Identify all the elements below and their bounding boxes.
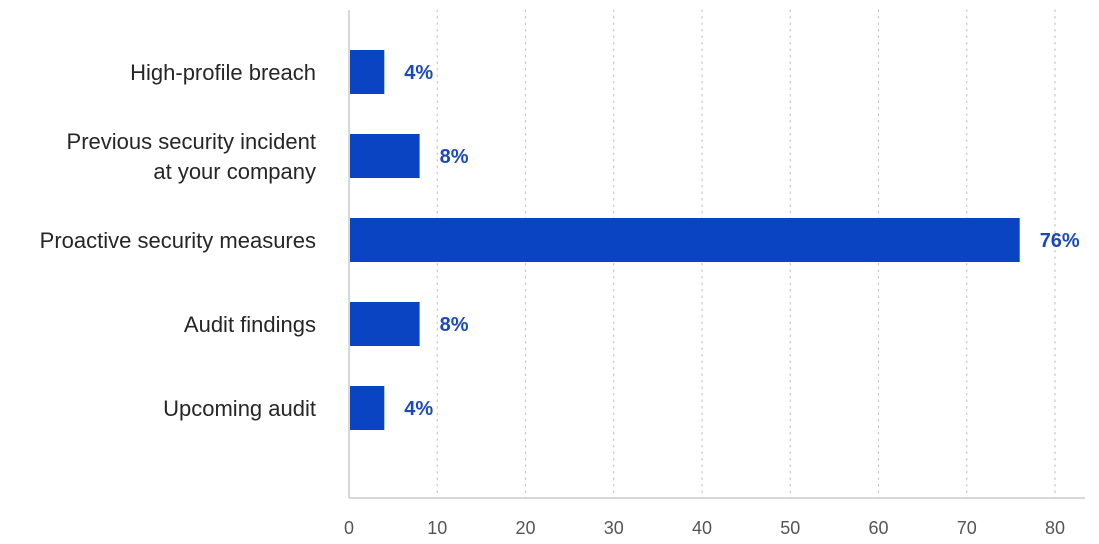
x-tick-label: 20 bbox=[515, 518, 535, 538]
x-tick-label: 40 bbox=[692, 518, 712, 538]
bar-3 bbox=[350, 302, 420, 346]
x-tick-label: 0 bbox=[344, 518, 354, 538]
bar-0 bbox=[350, 50, 385, 94]
data-label: 8% bbox=[440, 314, 469, 336]
data-label: 4% bbox=[404, 62, 433, 84]
bar-1 bbox=[350, 134, 420, 178]
bar-4 bbox=[350, 386, 385, 430]
data-label: 4% bbox=[404, 398, 433, 420]
x-tick-label: 60 bbox=[868, 518, 888, 538]
category-label: Proactive security measures bbox=[40, 228, 316, 253]
x-tick-label: 50 bbox=[780, 518, 800, 538]
category-label: Audit findings bbox=[184, 312, 316, 337]
category-label-line: at your company bbox=[153, 159, 316, 184]
category-label: Upcoming audit bbox=[163, 396, 316, 421]
category-label-line: Previous security incident bbox=[67, 129, 316, 154]
x-tick-label: 80 bbox=[1045, 518, 1065, 538]
data-label: 8% bbox=[440, 146, 469, 168]
category-label: Previous security incident at your compan… bbox=[67, 129, 316, 184]
x-tick-label: 30 bbox=[604, 518, 624, 538]
bars bbox=[350, 50, 1020, 430]
category-label-line: High-profile breach bbox=[130, 60, 316, 85]
category-label-line: Upcoming audit bbox=[163, 396, 316, 421]
labels: 0 10 20 30 40 50 60 70 80 4% High-profile breach 8%… bbox=[40, 60, 1080, 538]
category-label-line: Proactive security measures bbox=[40, 228, 316, 253]
data-label: 76% bbox=[1040, 230, 1080, 252]
x-tick-label: 70 bbox=[957, 518, 977, 538]
x-tick-label: 10 bbox=[427, 518, 447, 538]
axes bbox=[348, 10, 1085, 499]
category-label-line: Audit findings bbox=[184, 312, 316, 337]
bar-2 bbox=[350, 218, 1020, 262]
category-label: High-profile breach bbox=[130, 60, 316, 85]
